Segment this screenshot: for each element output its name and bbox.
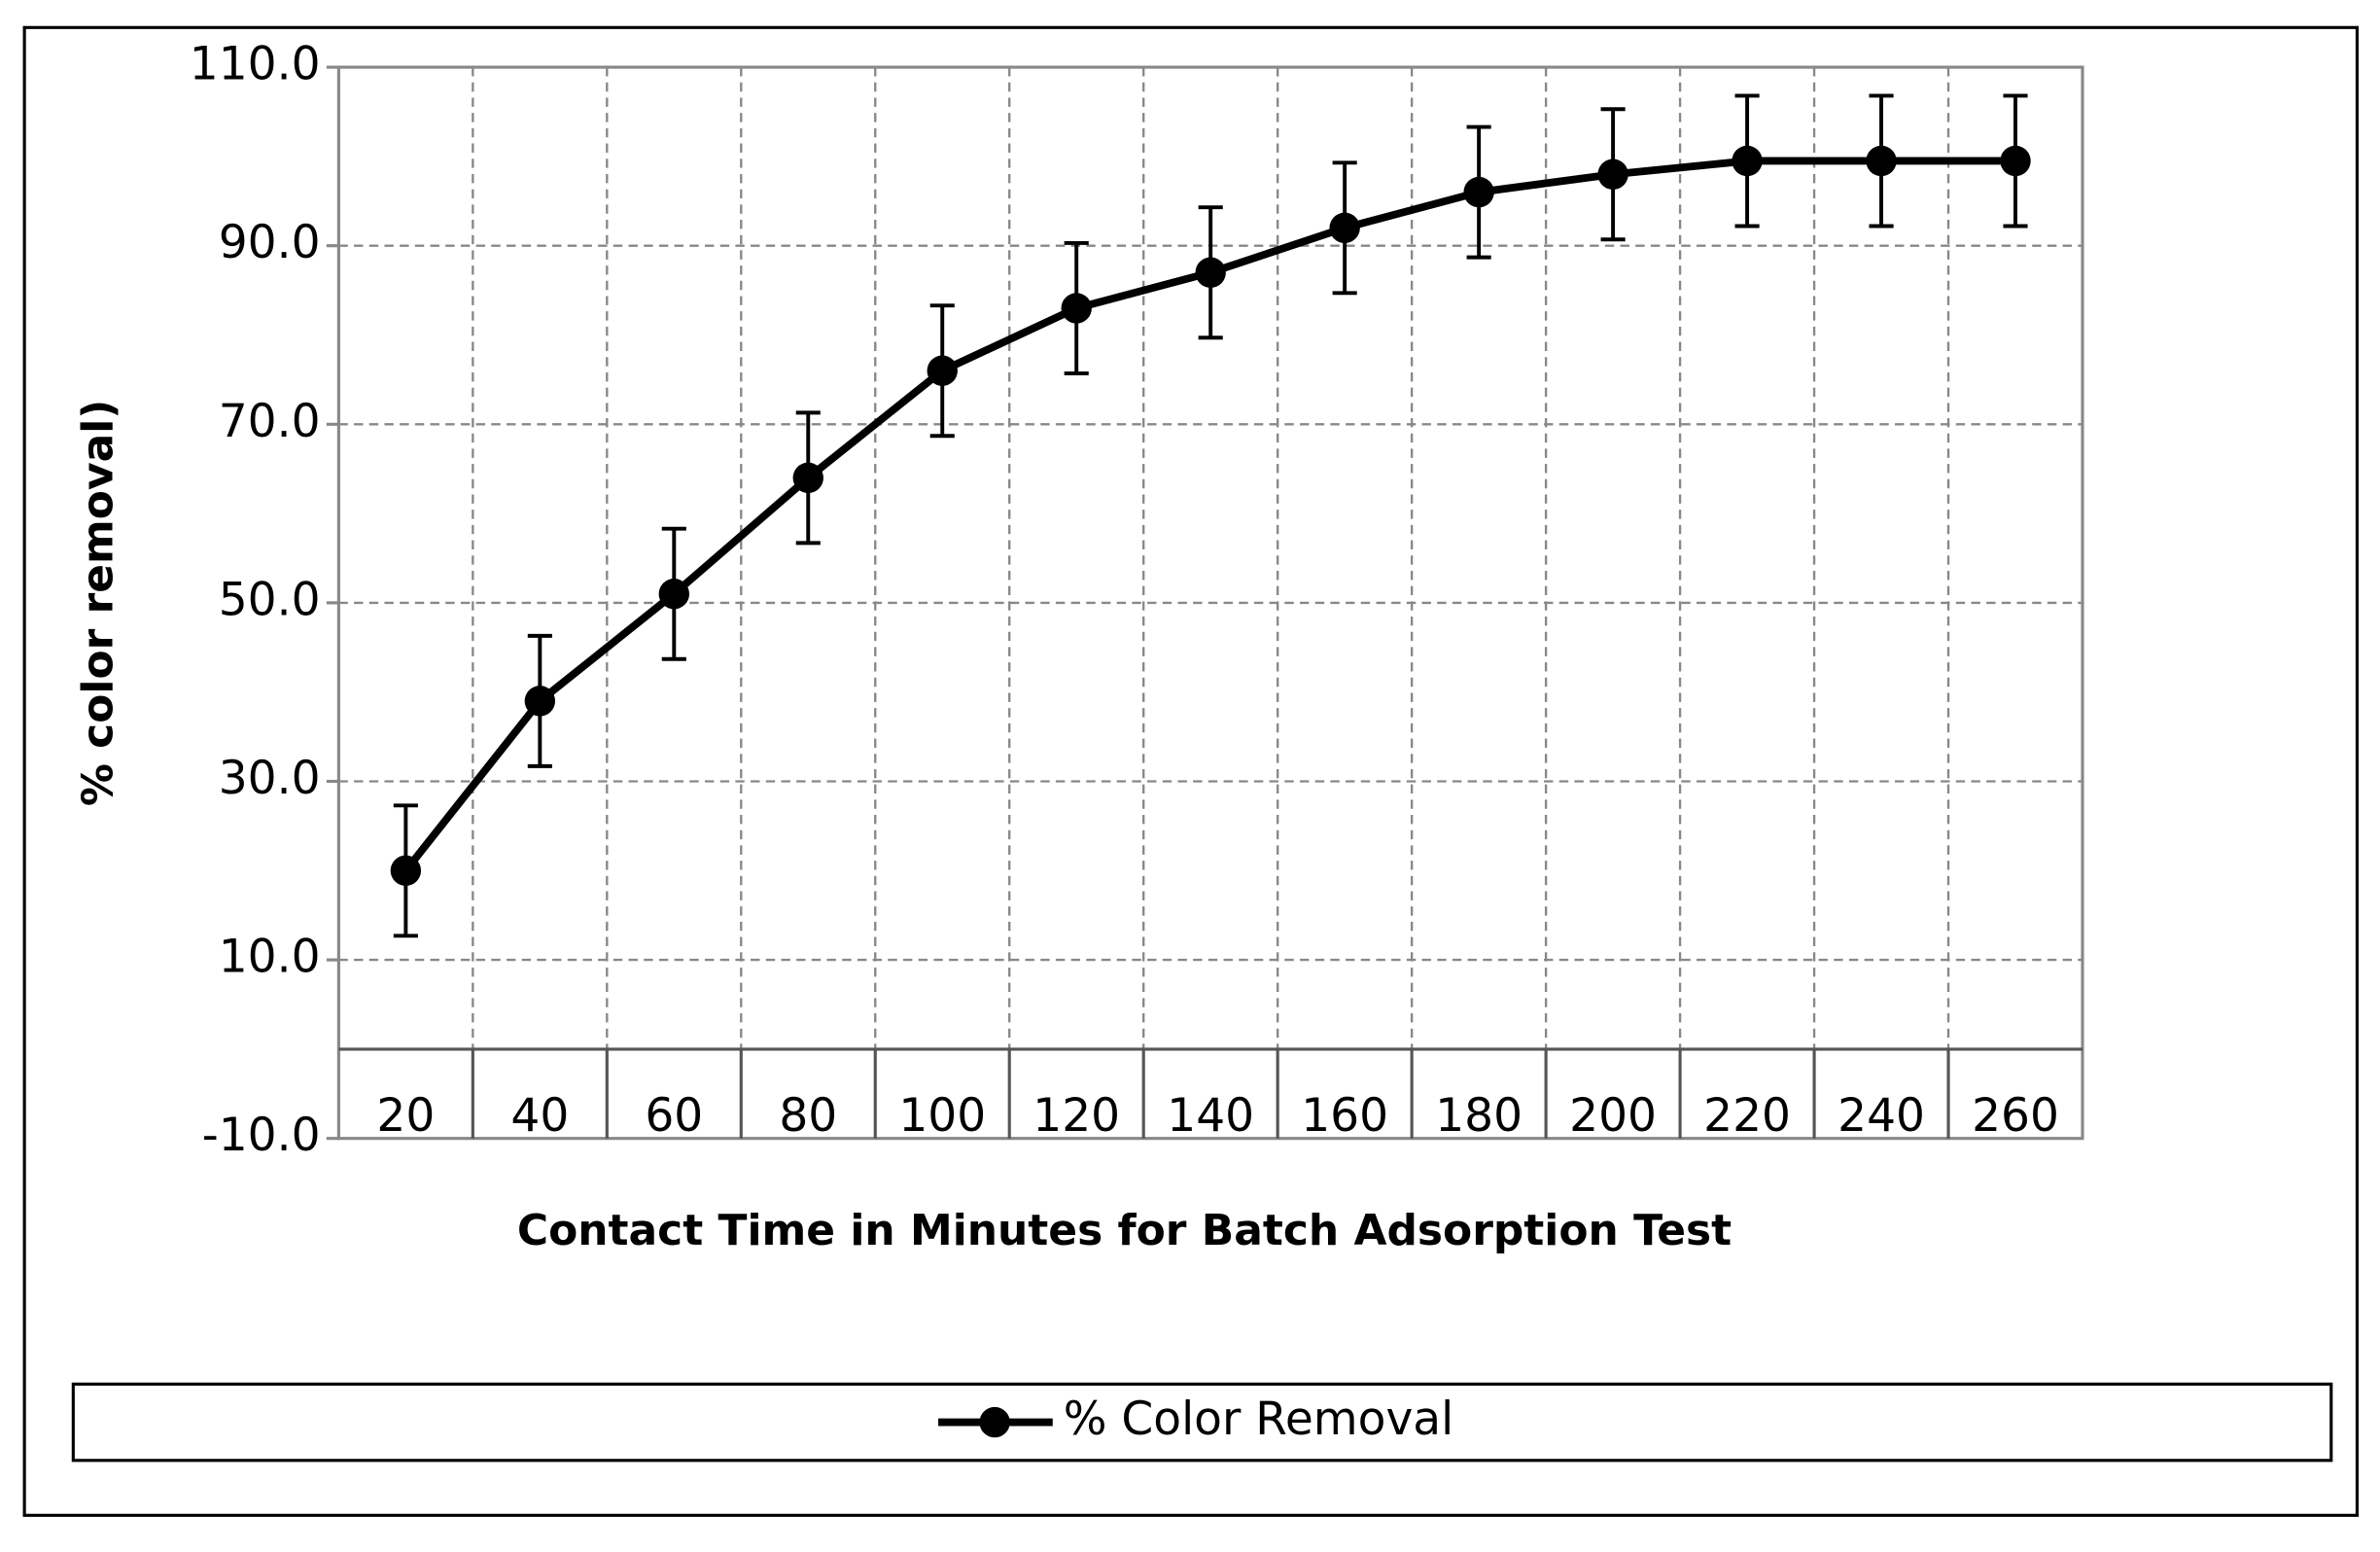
x-tick-label: 60 (645, 1089, 703, 1143)
marker (390, 855, 422, 886)
x-tick-label: 240 (1838, 1089, 1925, 1143)
marker (2000, 145, 2031, 177)
x-tick-label: 20 (376, 1089, 435, 1143)
x-tick-label: 40 (510, 1089, 569, 1143)
marker (1866, 145, 1897, 177)
y-tick-label: -10.0 (202, 1109, 321, 1162)
marker (1061, 293, 1092, 324)
legend-marker (979, 1406, 1010, 1438)
legend-box (71, 1382, 2333, 1463)
marker (1329, 212, 1360, 244)
x-tick-label: 80 (779, 1089, 837, 1143)
x-axis-title: Contact Time in Minutes for Batch Adsorp… (517, 1206, 1732, 1255)
x-tick-label: 140 (1167, 1089, 1254, 1143)
x-tick-label: 160 (1301, 1089, 1388, 1143)
y-axis-title: % color removal) (74, 400, 123, 806)
chart-frame (22, 25, 2360, 1517)
x-tick-label: 260 (1972, 1089, 2059, 1143)
marker (1195, 257, 1226, 288)
x-tick-label: 100 (898, 1089, 986, 1143)
marker (927, 355, 958, 386)
y-tick-label: 50.0 (219, 573, 321, 626)
marker (792, 462, 823, 494)
marker (658, 579, 689, 610)
y-tick-label: 90.0 (219, 216, 321, 269)
y-tick-label: 30.0 (219, 752, 321, 805)
y-tick-label: 70.0 (219, 395, 321, 448)
marker (1463, 176, 1494, 208)
marker (1597, 159, 1628, 190)
x-tick-label: 220 (1703, 1089, 1791, 1143)
marker (1732, 145, 1763, 177)
x-tick-label: 120 (1032, 1089, 1120, 1143)
marker (524, 686, 556, 717)
y-tick-label: 110.0 (190, 38, 321, 91)
y-tick-label: 10.0 (219, 931, 321, 984)
legend-label: % Color Removal (1064, 1393, 1453, 1446)
x-tick-label: 180 (1435, 1089, 1522, 1143)
x-tick-label: 200 (1569, 1089, 1657, 1143)
